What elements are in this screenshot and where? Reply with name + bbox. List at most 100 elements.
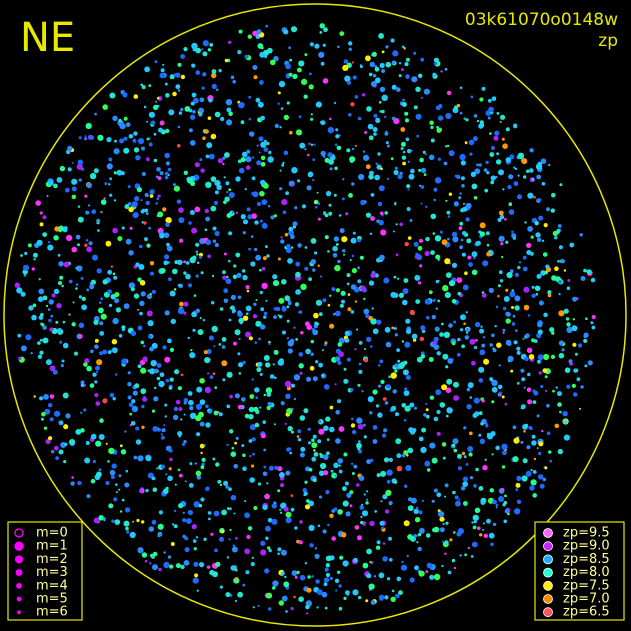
star-dot <box>465 463 469 466</box>
star-dot <box>54 445 59 451</box>
star-dot <box>388 457 393 462</box>
star-dot <box>169 290 176 297</box>
star-dot <box>207 48 212 52</box>
star-dot <box>266 392 272 397</box>
star-dot <box>457 291 462 296</box>
star-dot <box>505 127 510 132</box>
star-dot <box>487 98 492 103</box>
star-dot <box>436 492 442 498</box>
star-dot <box>514 272 520 277</box>
star-dot <box>177 259 183 265</box>
star-dot <box>578 407 582 410</box>
star-dot <box>350 388 354 392</box>
star-dot <box>366 548 372 555</box>
star-dot <box>241 397 246 402</box>
star-dot <box>474 321 481 328</box>
star-dot <box>484 188 489 193</box>
star-dot <box>51 293 56 298</box>
star-dot <box>85 122 92 130</box>
star-dot <box>329 513 334 518</box>
star-dot <box>128 134 134 139</box>
star-dot <box>471 269 478 276</box>
star-dot <box>407 534 413 540</box>
star-dot <box>386 384 391 389</box>
star-dot <box>39 222 44 227</box>
star-dot <box>258 136 264 142</box>
star-dot <box>230 494 237 501</box>
star-dot <box>152 564 158 571</box>
star-dot <box>207 254 211 258</box>
star-dot <box>449 262 452 265</box>
star-dot <box>576 377 581 382</box>
star-dot <box>257 604 260 607</box>
star-dot <box>238 372 242 375</box>
star-dot <box>463 117 466 120</box>
star-dot <box>95 440 102 447</box>
star-dot <box>306 376 312 382</box>
star-dot <box>62 320 66 324</box>
star-dot <box>95 365 100 371</box>
star-dot <box>446 414 449 418</box>
star-dot <box>400 127 406 132</box>
star-dot <box>388 501 393 506</box>
star-dot <box>496 112 500 115</box>
star-dot <box>60 364 64 368</box>
star-dot <box>210 205 217 212</box>
star-dot <box>185 273 191 280</box>
star-dot <box>373 132 377 136</box>
star-dot <box>256 29 262 35</box>
star-dot <box>183 311 187 315</box>
star-dot <box>136 518 140 523</box>
star-dot <box>157 194 161 198</box>
star-dot <box>331 536 337 541</box>
star-dot <box>37 341 41 345</box>
star-dot <box>479 328 485 334</box>
star-dot <box>325 572 331 578</box>
star-dot <box>410 168 415 174</box>
star-dot <box>48 403 53 408</box>
star-dot <box>480 500 486 505</box>
legends: m=0m=1m=2m=3m=4m=5m=6zp=9.5zp=9.0zp=8.5z… <box>14 526 610 620</box>
star-dot <box>280 483 285 488</box>
star-dot <box>501 137 505 141</box>
star-dot <box>335 134 340 139</box>
star-dot <box>370 216 375 221</box>
star-dot <box>534 285 541 292</box>
star-dot <box>329 426 335 433</box>
star-dot <box>451 299 457 304</box>
star-dot <box>163 561 170 569</box>
star-dot <box>334 166 338 171</box>
star-dot <box>267 517 273 523</box>
star-dot <box>335 128 339 132</box>
star-dot <box>145 212 149 216</box>
star-dot <box>146 137 149 141</box>
star-dot <box>129 226 133 230</box>
star-dot <box>351 472 355 475</box>
star-dot <box>403 47 407 50</box>
star-dot <box>191 227 198 234</box>
star-dot <box>407 236 412 240</box>
star-dot <box>259 190 265 197</box>
star-dot <box>326 451 330 456</box>
star-dot <box>286 386 291 391</box>
star-dot <box>417 281 422 285</box>
star-dot <box>382 556 388 562</box>
star-dot <box>90 349 94 354</box>
star-dot <box>202 40 209 47</box>
star-dot <box>228 40 232 44</box>
star-dot <box>471 183 478 190</box>
star-dot <box>226 404 231 409</box>
star-dot <box>168 467 172 471</box>
star-dot <box>391 84 397 90</box>
star-dot <box>480 421 484 426</box>
star-dot <box>527 314 531 317</box>
star-dot <box>425 205 428 208</box>
star-dot <box>369 170 374 176</box>
star-dot <box>339 228 345 234</box>
star-dot <box>237 352 241 356</box>
star-dot <box>96 359 103 366</box>
star-dot <box>194 462 197 465</box>
magnitude-label: m=2 <box>36 552 68 567</box>
star-dot <box>357 279 362 284</box>
star-dot <box>211 301 215 305</box>
